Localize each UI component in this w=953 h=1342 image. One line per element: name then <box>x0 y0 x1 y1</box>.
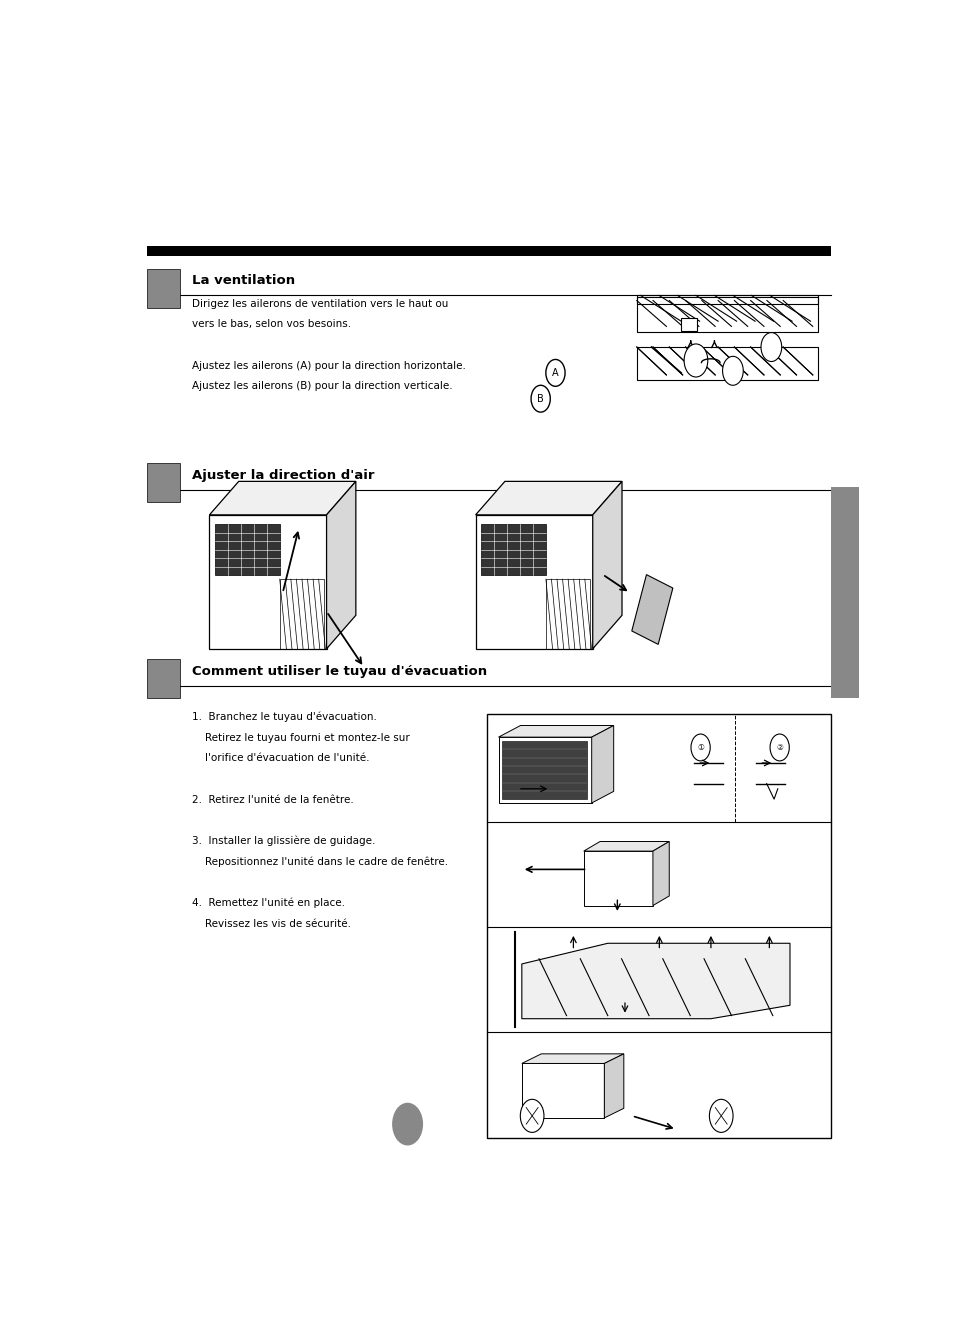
Text: ②: ② <box>776 743 782 752</box>
Circle shape <box>393 1103 422 1145</box>
Bar <box>147 659 180 698</box>
Text: ①: ① <box>697 743 703 752</box>
Bar <box>830 487 858 698</box>
Text: vers le bas, selon vos besoins.: vers le bas, selon vos besoins. <box>192 319 351 329</box>
Bar <box>147 463 180 502</box>
Text: Comment utiliser le tuyau d'évacuation: Comment utiliser le tuyau d'évacuation <box>192 666 486 678</box>
Bar <box>147 246 830 256</box>
Bar <box>215 525 279 576</box>
Bar <box>631 574 672 644</box>
Bar <box>583 851 652 906</box>
Circle shape <box>760 333 781 361</box>
Circle shape <box>545 360 564 386</box>
Polygon shape <box>592 482 621 648</box>
Bar <box>481 525 545 576</box>
Polygon shape <box>326 482 355 648</box>
Text: Repositionnez l'unité dans le cadre de fenêtre.: Repositionnez l'unité dans le cadre de f… <box>192 856 447 867</box>
Bar <box>279 580 324 648</box>
Circle shape <box>709 1099 732 1133</box>
Bar <box>147 268 180 307</box>
Polygon shape <box>603 1053 623 1118</box>
Text: 3.  Installer la glissière de guidage.: 3. Installer la glissière de guidage. <box>192 836 375 847</box>
Circle shape <box>531 385 550 412</box>
Circle shape <box>690 734 709 761</box>
Polygon shape <box>210 482 355 515</box>
Bar <box>637 348 817 380</box>
Text: 4.  Remettez l'unité en place.: 4. Remettez l'unité en place. <box>192 898 344 909</box>
Text: B: B <box>537 393 543 404</box>
Bar <box>637 295 817 331</box>
Bar <box>210 515 326 648</box>
Text: Revissez les vis de sécurité.: Revissez les vis de sécurité. <box>192 919 351 929</box>
Bar <box>637 298 817 303</box>
Text: Ajustez les ailerons (B) pour la direction verticale.: Ajustez les ailerons (B) pour la directi… <box>192 381 452 392</box>
Bar <box>498 737 591 803</box>
Polygon shape <box>652 841 669 906</box>
Bar <box>521 1063 603 1118</box>
Bar <box>545 580 590 648</box>
Bar <box>680 318 697 330</box>
Text: La ventilation: La ventilation <box>192 274 294 287</box>
Bar <box>487 714 830 1138</box>
Polygon shape <box>498 726 613 737</box>
Polygon shape <box>521 943 789 1019</box>
Bar <box>476 515 592 648</box>
Text: 1.  Branchez le tuyau d'évacuation.: 1. Branchez le tuyau d'évacuation. <box>192 711 376 722</box>
Text: l'orifice d'évacuation de l'unité.: l'orifice d'évacuation de l'unité. <box>192 753 369 764</box>
Circle shape <box>721 357 742 385</box>
Circle shape <box>683 344 707 377</box>
Bar <box>502 741 586 798</box>
Text: Ajustez les ailerons (A) pour la direction horizontale.: Ajustez les ailerons (A) pour la directi… <box>192 361 465 370</box>
Text: Retirez le tuyau fourni et montez-le sur: Retirez le tuyau fourni et montez-le sur <box>192 733 409 742</box>
Text: Dirigez les ailerons de ventilation vers le haut ou: Dirigez les ailerons de ventilation vers… <box>192 299 448 309</box>
Text: A: A <box>552 368 558 378</box>
Text: 2.  Retirez l'unité de la fenêtre.: 2. Retirez l'unité de la fenêtre. <box>192 794 353 805</box>
Text: Ajuster la direction d'air: Ajuster la direction d'air <box>192 468 374 482</box>
Polygon shape <box>583 841 669 851</box>
Circle shape <box>519 1099 543 1133</box>
Polygon shape <box>521 1053 623 1063</box>
Circle shape <box>769 734 788 761</box>
Polygon shape <box>476 482 621 515</box>
Polygon shape <box>591 726 613 803</box>
